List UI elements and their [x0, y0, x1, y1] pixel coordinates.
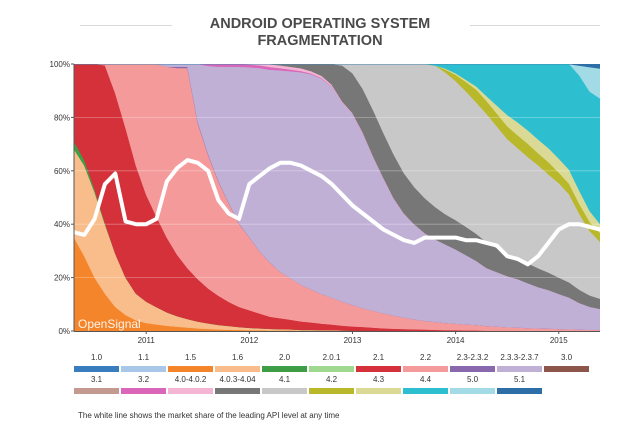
legend-label: 5.1 [513, 375, 526, 384]
chart-title-line2: FRAGMENTATION [257, 33, 383, 49]
legend-item: 4.2 [309, 375, 354, 394]
y-tick-label: 80% [54, 113, 70, 122]
legend-label: 1.6 [231, 353, 244, 362]
legend-item: 1.5 [168, 353, 213, 372]
x-tick-label: 2012 [240, 336, 258, 345]
y-tick-label: 0% [58, 327, 70, 336]
title-rule-left [80, 25, 172, 26]
area-series-4.0-4.0.2 [74, 64, 600, 310]
legend-swatch [168, 366, 213, 372]
legend-item: 2.3.3-2.3.7 [497, 353, 542, 372]
x-tick-label: 2014 [447, 336, 465, 345]
legend-label: 3.1 [90, 375, 103, 384]
legend-label: 4.3 [372, 375, 385, 384]
y-tick-label: 40% [54, 220, 70, 229]
legend-swatch [497, 366, 542, 372]
legend-swatch [309, 366, 354, 372]
legend-label: 2.3-2.3.2 [456, 353, 489, 362]
legend-swatch [74, 366, 119, 372]
legend-item: 5.0 [450, 375, 495, 394]
y-tick-label: 60% [54, 167, 70, 176]
legend-swatch [74, 388, 119, 394]
footnote: The white line shows the market share of… [78, 411, 340, 420]
legend-label: 1.5 [184, 353, 197, 362]
area-series-4.4 [74, 64, 600, 225]
legend-item: 1.1 [121, 353, 166, 372]
legend-item: 1.6 [215, 353, 260, 372]
chart-title-line1: ANDROID OPERATING SYSTEM [209, 16, 431, 32]
legend-swatch [403, 388, 448, 394]
legend-swatch [309, 388, 354, 394]
legend-label: 2.1 [372, 353, 385, 362]
legend-label: 4.1 [278, 375, 291, 384]
watermark-opensignal: OpenSignal [78, 317, 141, 331]
x-tick-label: 2015 [550, 336, 568, 345]
legend-swatch [215, 388, 260, 394]
legend-item: 2.0.1 [309, 353, 354, 372]
x-tick-label: 2013 [344, 336, 362, 345]
legend-item: 2.0 [262, 353, 307, 372]
y-tick-label: 20% [54, 274, 70, 283]
legend-item: 3.1 [74, 375, 119, 394]
legend-label: 2.0 [278, 353, 291, 362]
legend-item: 4.0-4.0.2 [168, 375, 213, 394]
area-series-4.0.3-4.04 [74, 64, 600, 310]
legend-item: 3.2 [121, 375, 166, 394]
legend-swatch [356, 366, 401, 372]
chart-title: ANDROID OPERATING SYSTEM FRAGMENTATION [0, 16, 640, 50]
legend-label: 4.0.3-4.04 [219, 375, 256, 384]
legend-swatch [450, 388, 495, 394]
legend-item: 2.1 [356, 353, 401, 372]
legend-swatch [215, 366, 260, 372]
x-tick-label: 2011 [138, 336, 156, 345]
legend-swatch [356, 388, 401, 394]
legend-item: 4.4 [403, 375, 448, 394]
legend-item: 3.0 [544, 353, 589, 372]
area-series-4.1 [74, 64, 600, 299]
title-rule-right [470, 25, 600, 26]
legend-swatch [262, 366, 307, 372]
legend-label: 3.2 [137, 375, 150, 384]
leading-api-line [74, 158, 600, 267]
legend-label: 3.0 [560, 353, 573, 362]
legend-item: 1.0 [74, 353, 119, 372]
legend-item: 4.3 [356, 375, 401, 394]
legend-label: 2.2 [419, 353, 432, 362]
legend-swatch [497, 388, 542, 394]
legend-label: 1.0 [90, 353, 103, 362]
legend-item: 5.1 [497, 375, 542, 394]
legend-label: 4.0-4.0.2 [174, 375, 207, 384]
legend-swatch [544, 366, 589, 372]
legend-item: 4.0.3-4.04 [215, 375, 260, 394]
legend-swatch [121, 366, 166, 372]
legend-label: 1.1 [137, 353, 150, 362]
chart-canvas: 0% 20% 40% 60% 80% 100% 2011 2012 2013 2014 2015 Op… [50, 60, 600, 345]
legend-label: 2.3.3-2.3.7 [500, 353, 539, 362]
legend-label: 5.0 [466, 375, 479, 384]
legend-swatch [450, 366, 495, 372]
legend-swatch [403, 366, 448, 372]
legend-label: 2.0.1 [322, 353, 341, 362]
legend-swatch [262, 388, 307, 394]
legend-swatch [121, 388, 166, 394]
legend-label: 4.2 [325, 375, 338, 384]
area-layers [74, 64, 600, 331]
legend-item: 2.3-2.3.2 [450, 353, 495, 372]
legend-swatch [168, 388, 213, 394]
legend-label: 4.4 [419, 375, 432, 384]
y-tick-label: 100% [50, 60, 70, 69]
legend-item: 4.1 [262, 375, 307, 394]
legend-item: 2.2 [403, 353, 448, 372]
